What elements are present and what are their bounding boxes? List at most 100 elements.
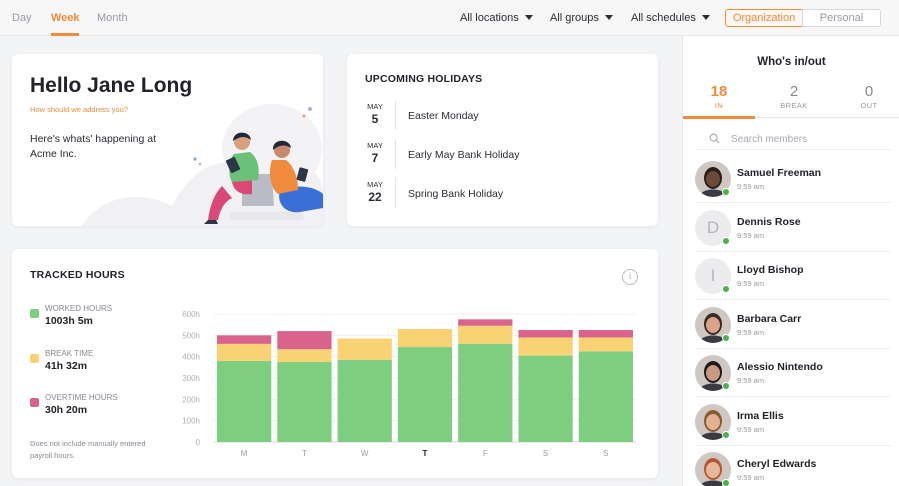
member-row[interactable]: Irma Ellis 9:59 am [683,398,899,446]
member-row[interactable]: Barbara Carr 9:59 am [683,301,899,349]
holiday-item: MAY 22 Spring Bank Holiday [365,178,645,212]
x-tick-label: W [361,449,369,458]
holiday-day: 22 [368,190,382,204]
bar-segment[interactable] [217,335,272,344]
bar-segment[interactable] [217,360,272,442]
legend-overtime-hours: OVERTIME HOURS 30h 20m [30,393,160,425]
location-filter-label: All locations [460,12,519,24]
bar-segment[interactable] [397,347,453,442]
stat-label: BREAK [780,101,808,110]
bar-segment[interactable] [518,337,573,356]
top-bar: Day Week Month All locations All groups … [0,0,899,36]
y-tick-label: 600h [182,310,200,319]
y-tick-label: 100h [182,417,200,426]
member-name: Lloyd Bishop [737,264,804,276]
search-icon [709,133,720,144]
chevron-down-icon [604,15,613,20]
holiday-name: Easter Monday [408,110,479,122]
bar-segment[interactable] [458,343,513,442]
break-time-swatch [30,354,39,363]
bar-segment[interactable] [578,337,633,352]
tab-month[interactable]: Month [97,12,128,24]
tracked-hours-chart: 0 100h 200h 300h 400h 500h 600h M T W T F S S [182,310,636,458]
stat-count: 0 [864,83,874,100]
member-clock-in-time: 9:59 am [737,230,765,240]
avatar [695,452,731,486]
online-status-dot [722,333,730,342]
stat-in[interactable]: 18 IN [683,83,755,110]
personal-toggle[interactable]: Personal [802,9,881,27]
member-name: Samuel Freeman [737,167,822,179]
stat-out[interactable]: 0 OUT [833,83,899,110]
x-tick-label: T [423,449,428,458]
bar-segment[interactable] [397,328,453,348]
bar-segment[interactable] [458,325,513,344]
online-status-dot [722,188,730,196]
holiday-day: 5 [371,112,379,126]
bar-segment[interactable] [337,359,392,442]
greeting-card: Hello Jane Long How should we address yo… [12,54,323,226]
holiday-item: MAY 7 Early May Bank Holiday [365,139,645,173]
stat-break[interactable]: 2 BREAK [758,83,830,110]
search-input[interactable] [731,132,881,146]
member-row[interactable]: D Dennis Rose 9:59 am [683,204,899,252]
tracked-hours-card: TRACKED HOURS i WORKED HOURS 1003h 5m BR… [12,249,658,478]
member-row[interactable]: I Lloyd Bishop 9:59 am [683,252,899,300]
divider [683,117,899,118]
online-status-dot [722,382,730,390]
bar-segment[interactable] [277,349,332,362]
divider [395,178,396,208]
member-name: Irma Ellis [737,409,784,422]
legend-label: OVERTIME HOURS [45,393,118,402]
online-status-dot [722,236,730,245]
divider [695,347,891,349]
tab-day[interactable]: Day [12,12,32,24]
online-status-dot [722,430,730,439]
location-filter-dropdown[interactable]: All locations [460,12,533,24]
online-status-dot [722,479,730,486]
greeting-message: Here's whats' happening at Acme Inc. [30,133,157,160]
member-search [695,130,891,150]
holiday-month: MAY [367,102,383,111]
holiday-name: Spring Bank Holiday [408,188,504,200]
schedule-filter-dropdown[interactable]: All schedules [631,12,710,24]
bar-segment[interactable] [277,362,332,442]
legend-value: 41h 32m [45,360,88,372]
member-name: Cheryl Edwards [737,458,817,470]
member-name: Dennis Rose [737,215,801,228]
x-tick-label: S [543,449,548,458]
stat-label: OUT [860,101,878,110]
address-preference-link[interactable]: How should we address you? [30,105,128,114]
organization-toggle[interactable]: Organization [725,9,803,27]
info-icon[interactable]: i [622,269,638,285]
bar-segment[interactable] [518,330,573,338]
group-filter-dropdown[interactable]: All groups [550,12,613,24]
tab-week[interactable]: Week [51,12,80,24]
bar-segment[interactable] [337,338,392,360]
member-name: Alessio Nintendo [737,361,823,373]
bar-segment[interactable] [277,331,332,350]
chevron-down-icon [524,15,533,20]
payroll-note: Does not include manually entered payrol… [30,439,146,460]
active-stat-underline [683,116,755,119]
divider [395,139,396,169]
holidays-title: UPCOMING HOLIDAYS [365,73,483,85]
member-row[interactable]: Samuel Freeman 9:59 am [683,155,899,203]
stat-count: 2 [789,83,799,100]
bar-segment[interactable] [217,343,272,361]
avatar [695,403,731,440]
member-clock-in-time: 9:59 am [737,424,765,434]
bar-segment[interactable] [578,351,633,442]
worked-hours-swatch [30,309,39,318]
bar-segment[interactable] [578,330,633,338]
member-row[interactable]: Alessio Nintendo 9:59 am [683,349,899,397]
greeting-title: Hello Jane Long [30,74,193,97]
legend-break-time: BREAK TIME 41h 32m [30,349,160,381]
member-row[interactable]: Cheryl Edwards 9:59 am [683,446,899,486]
avatar [695,161,731,197]
overtime-hours-swatch [30,398,39,407]
bar-segment[interactable] [458,319,513,326]
x-tick-label: M [241,449,248,458]
bar-segment[interactable] [518,355,573,442]
online-status-dot [722,285,730,293]
